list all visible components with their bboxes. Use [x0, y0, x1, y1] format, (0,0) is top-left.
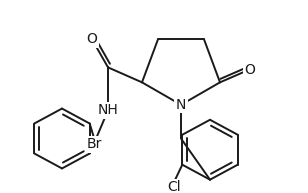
Text: N: N — [176, 98, 186, 112]
Text: O: O — [87, 32, 97, 46]
Text: Cl: Cl — [168, 180, 181, 193]
Text: NH: NH — [98, 103, 118, 117]
Text: O: O — [245, 63, 255, 77]
Text: Br: Br — [87, 137, 102, 151]
